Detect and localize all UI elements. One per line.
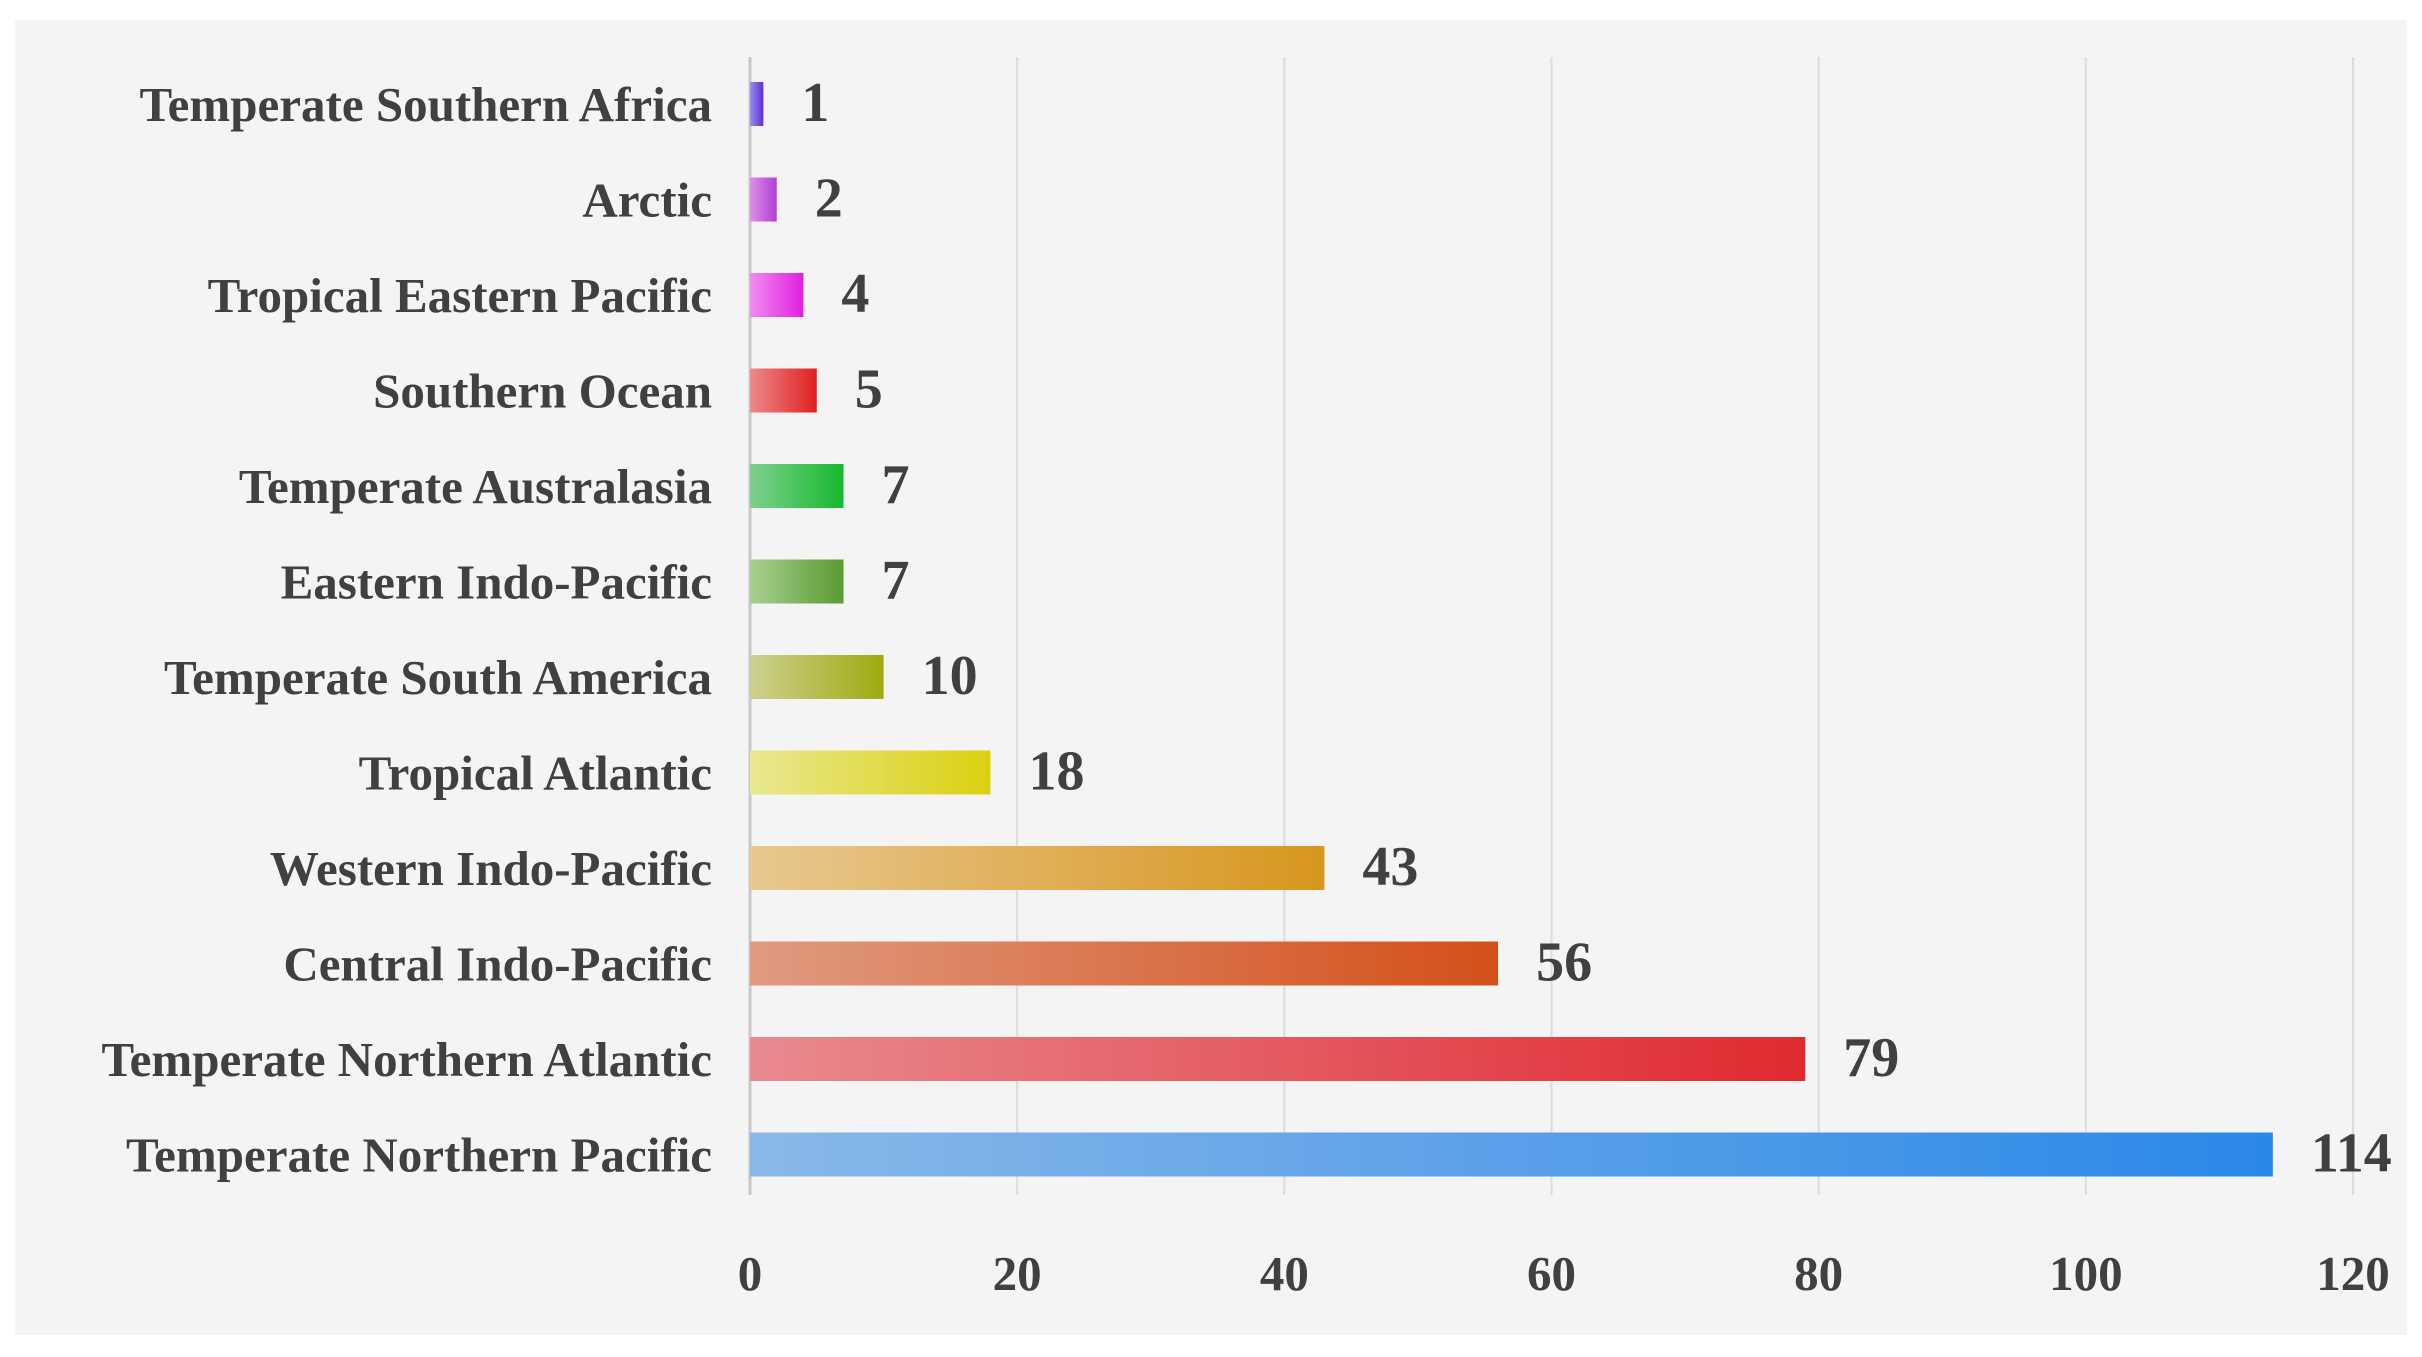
category-label: Central Indo-Pacific [283,937,712,992]
bars [750,82,2273,1177]
x-tick-label: 120 [2316,1246,2390,1301]
x-tick-label: 20 [993,1246,1042,1301]
bar [750,368,817,413]
data-label: 43 [1362,836,1418,898]
category-label: Arctic [582,173,712,228]
data-label: 79 [1843,1027,1899,1089]
data-label: 1 [801,72,829,134]
category-labels: Temperate Southern Africa Arctic Tropical … [101,77,712,1183]
chart-background [15,20,2407,1335]
bar [750,846,1325,890]
category-label: Western Indo-Pacific [270,841,712,896]
category-label: Tropical Atlantic [359,746,712,801]
x-tick-label: 40 [1260,1246,1309,1301]
data-label: 7 [882,454,910,516]
data-label: 2 [815,168,843,230]
data-label: 56 [1536,932,1592,994]
bar [750,464,844,508]
data-label: 114 [2311,1123,2392,1185]
category-label: Southern Ocean [373,364,712,419]
category-label: Temperate South America [164,650,712,705]
bar [750,177,777,222]
bar [750,559,844,604]
category-label: Tropical Eastern Pacific [208,268,712,323]
data-label: 5 [855,359,883,421]
data-label: 7 [882,550,910,612]
data-label: 10 [922,645,978,707]
category-label: Temperate Southern Africa [140,77,713,132]
data-label: 18 [1028,741,1084,803]
category-label: Temperate Northern Pacific [126,1128,712,1183]
bar [750,941,1499,986]
bar [750,273,804,317]
bar [750,655,884,699]
gridlines [748,57,2354,1195]
x-tick-label: 0 [738,1246,763,1301]
bar [750,1037,1806,1081]
x-axis-tick-labels: 0 20 40 60 80 100 120 [738,1246,2390,1301]
bar [750,750,991,795]
category-label: Temperate Australasia [239,459,712,514]
x-tick-label: 80 [1794,1246,1843,1301]
category-label: Temperate Northern Atlantic [101,1032,712,1087]
bar [750,82,764,126]
x-tick-label: 100 [2049,1246,2123,1301]
bar [750,1132,2273,1177]
category-label: Eastern Indo-Pacific [281,555,712,610]
x-tick-label: 60 [1527,1246,1576,1301]
data-label: 4 [841,263,869,325]
